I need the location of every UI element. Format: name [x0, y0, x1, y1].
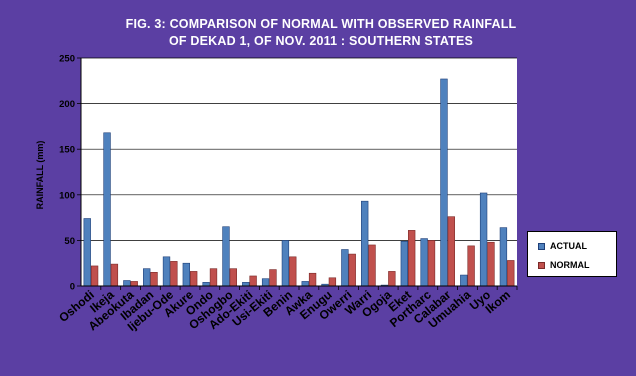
y-tick-label: 50: [64, 236, 75, 247]
y-tick-labels: 0 50 100 150 200 250: [59, 54, 75, 293]
bar-normal-umuahia: [467, 245, 475, 287]
bar-actual-ikeja: [103, 132, 111, 287]
bar-normal-owerri: [348, 253, 356, 287]
bar-normal-calabar: [447, 216, 455, 287]
chart-title-line-1: FIG. 3: COMPARISON OF NORMAL WITH OBSERV…: [125, 17, 517, 31]
bar-actual-owerri: [341, 249, 349, 287]
y-tick-label: 0: [70, 282, 75, 293]
bar-normal-oshogbo: [229, 268, 237, 287]
bar-actual-portharc: [420, 238, 428, 287]
legend-item-actual: ACTUAL: [538, 240, 587, 252]
legend-item-normal: NORMAL: [538, 259, 590, 271]
y-tick-label: 150: [59, 145, 75, 156]
legend-label-actual: ACTUAL: [550, 241, 587, 251]
bar-normal-enugu: [328, 277, 337, 287]
bar-normal-ikeja: [110, 263, 119, 287]
bar-actual-awka: [301, 281, 309, 287]
bar-chart: 0 50 100 150 200 250 OshodiIkejaAbeokutaIbada…: [35, 54, 518, 334]
bar-actual-uyo: [479, 192, 488, 287]
bar-actual-calabar: [440, 78, 448, 287]
y-tick-label: 100: [59, 190, 75, 201]
bar-actual-abeokuta: [123, 280, 131, 287]
legend: ACTUAL NORMAL: [527, 231, 617, 277]
bar-actual-ijebu-ode: [162, 256, 171, 287]
bar-actual-akure: [182, 262, 191, 287]
bar-normal-oshodi: [90, 265, 99, 287]
bar-normal-akure: [190, 271, 198, 287]
bar-normal-ondo: [209, 268, 218, 287]
bar-actual-ibadan: [143, 268, 151, 287]
bar-normal-uyo: [487, 241, 495, 287]
legend-swatch-normal: [538, 261, 545, 269]
bar-actual-ado-ekiti: [242, 282, 250, 287]
bar-normal-usi-ekiti: [269, 269, 277, 287]
bar-actual-ondo: [202, 282, 210, 287]
bar-actual-ikom: [499, 227, 508, 287]
bar-actual-benin: [281, 240, 290, 287]
bar-normal-eket: [407, 230, 416, 287]
bars: [83, 78, 515, 287]
y-tick-label: 200: [59, 99, 75, 110]
bar-normal-ibadan: [150, 272, 158, 287]
bar-actual-warri: [361, 200, 369, 287]
chart-title-line-2: OF DEKAD 1, OF NOV. 2011 : SOUTHERN STAT…: [168, 34, 474, 48]
bar-normal-ijebu-ode: [170, 261, 178, 287]
legend-swatch-actual: [538, 242, 545, 250]
y-tick-label: 250: [59, 54, 75, 65]
bar-normal-ikom: [507, 260, 515, 287]
bar-normal-warri: [368, 244, 376, 287]
bar-normal-portharc: [427, 240, 436, 287]
bar-actual-oshogbo: [222, 226, 230, 287]
bar-actual-oshodi: [83, 218, 91, 287]
bar-normal-awka: [308, 272, 317, 287]
legend-label-normal: NORMAL: [550, 260, 590, 270]
bar-normal-abeokuta: [130, 281, 138, 287]
x-category-labels: OshodiIkejaAbeokutaIbadanIjebu-OdeAkureO…: [56, 287, 513, 334]
bar-normal-ado-ekiti: [249, 275, 257, 287]
bar-normal-ogoja: [388, 271, 396, 287]
axes: [80, 58, 518, 290]
bar-actual-umuahia: [460, 274, 468, 287]
y-axis-label: RAINFALL (mm): [35, 141, 45, 210]
bar-normal-benin: [289, 256, 297, 287]
bar-actual-usi-ekiti: [261, 278, 270, 287]
bar-actual-eket: [400, 241, 408, 287]
